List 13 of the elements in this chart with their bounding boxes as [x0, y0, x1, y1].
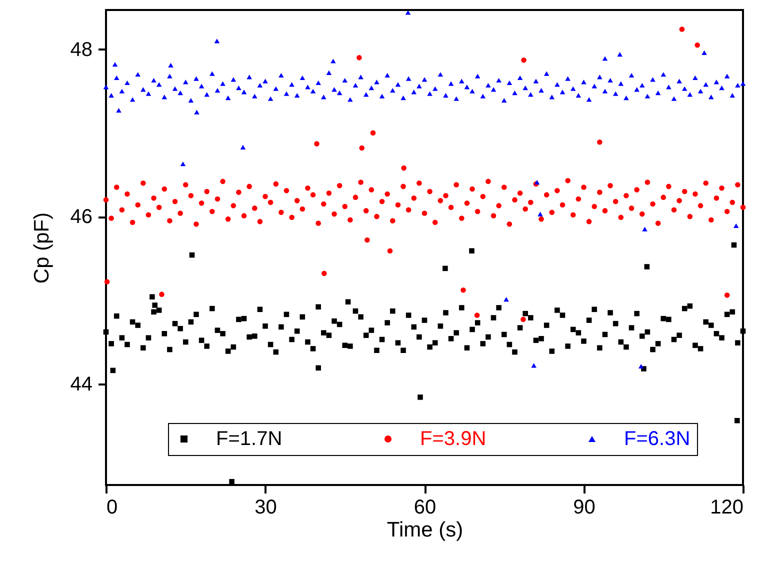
x-tick-label: 30	[254, 496, 277, 518]
x-tick-label: 60	[414, 496, 436, 518]
x-tick-label: 120	[710, 496, 744, 518]
y-tick-label: 46	[70, 206, 92, 228]
legend-label: F=6.3N	[624, 428, 690, 450]
legend-label: F=3.9N	[420, 428, 486, 450]
x-tick-label: 0	[106, 496, 118, 518]
y-tick-label: 48	[70, 38, 92, 61]
x-axis-title: Time (s)	[386, 518, 464, 542]
legend-label: F=1.7N	[216, 428, 282, 450]
y-tick-label: 44	[70, 373, 92, 396]
y-axis-title: Cp (pF)	[30, 212, 54, 284]
x-tick-label: 90	[573, 496, 596, 518]
